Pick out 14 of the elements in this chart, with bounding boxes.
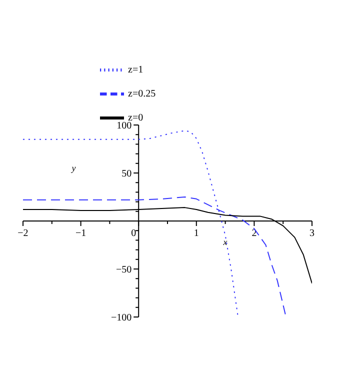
legend-label: z=1 bbox=[128, 64, 144, 76]
legend-label: z=0 bbox=[128, 112, 144, 124]
x-tick-label: 1 bbox=[194, 228, 199, 239]
y-tick-label: 100 bbox=[116, 120, 132, 132]
y-axis-title: y bbox=[70, 163, 76, 174]
x-tick-label: 3 bbox=[310, 228, 314, 239]
x-tick-label: −2 bbox=[18, 228, 28, 239]
x-tick-label: −1 bbox=[75, 228, 86, 239]
y-tick-label: −100 bbox=[110, 312, 132, 324]
legend-label: z=0.25 bbox=[128, 88, 156, 100]
x-tick-label: 0 bbox=[131, 228, 136, 239]
y-tick-label: −50 bbox=[116, 264, 132, 276]
x-axis-title: x bbox=[222, 237, 228, 247]
y-tick-label: 50 bbox=[122, 168, 132, 180]
